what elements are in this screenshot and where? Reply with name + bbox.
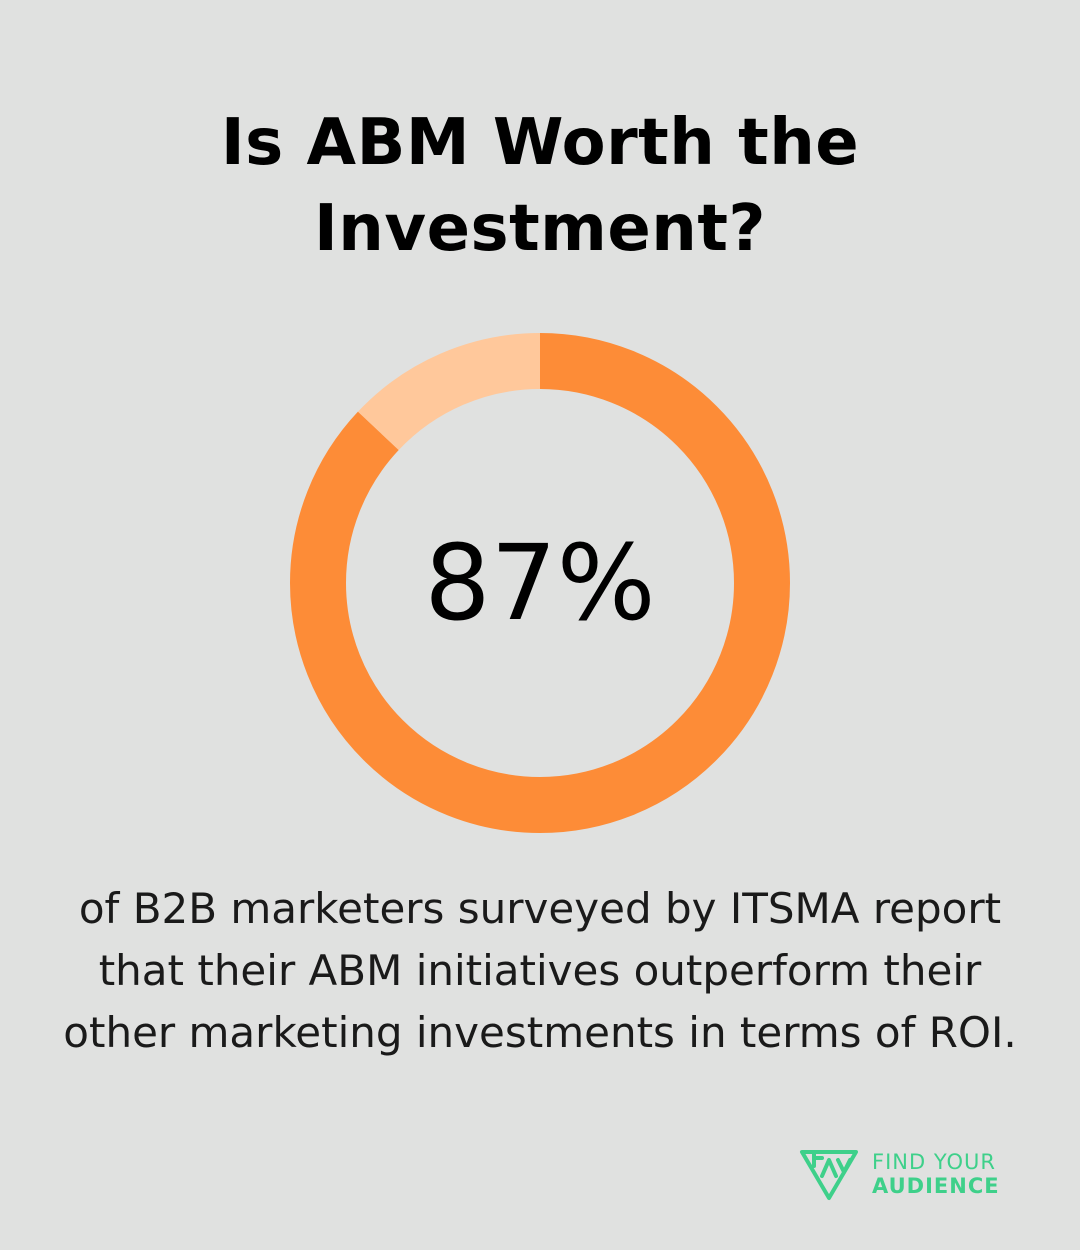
donut-center-label: 87% <box>424 522 655 644</box>
caption-line-2: that their ABM initiatives outperform th… <box>98 946 982 995</box>
page-title: Is ABM Worth the Investment? <box>0 100 1080 272</box>
caption-line-3: other marketing investments in terms of … <box>63 1008 1017 1057</box>
caption-line-1: of B2B marketers surveyed by ITSMA repor… <box>78 884 1002 933</box>
brand-name: FIND YOUR AUDIENCE <box>872 1150 1000 1198</box>
brand-line-1: FIND YOUR <box>872 1150 996 1174</box>
brand: FIND YOUR AUDIENCE <box>798 1146 1028 1202</box>
find-your-audience-logo-icon <box>800 1150 858 1200</box>
title-line-2: Investment? <box>313 192 767 266</box>
brand-line-2: AUDIENCE <box>872 1174 1000 1198</box>
donut-slice-secondary <box>290 333 790 833</box>
caption: of B2B marketers surveyed by ITSMA repor… <box>0 878 1080 1064</box>
donut-chart: 87% <box>290 333 790 833</box>
title-line-1: Is ABM Worth the <box>220 106 860 180</box>
